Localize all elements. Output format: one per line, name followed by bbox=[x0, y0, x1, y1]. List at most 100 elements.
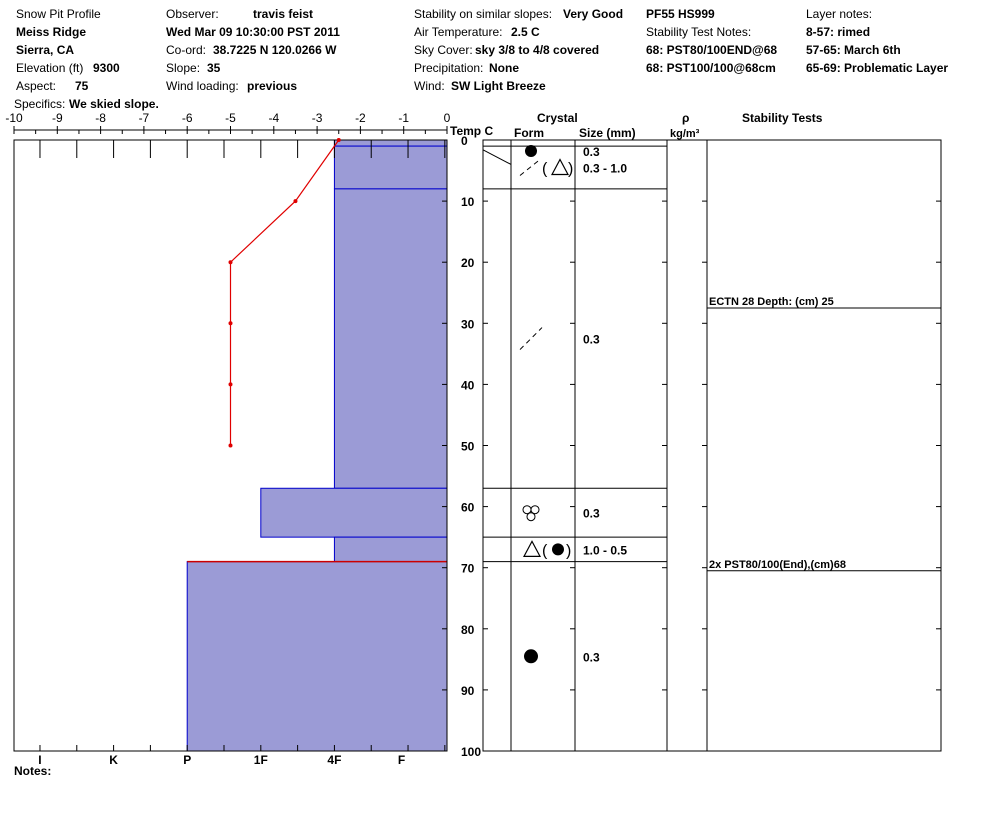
grain-size-label: 0.3 bbox=[583, 507, 600, 521]
round-grain-icon bbox=[552, 543, 564, 556]
depth-tick-label: 90 bbox=[461, 684, 475, 698]
precipitation-label: Precipitation: bbox=[414, 61, 484, 75]
precipitation-particle-icon bbox=[519, 159, 541, 176]
slope-value: 35 bbox=[207, 61, 221, 75]
temperature-point bbox=[228, 382, 233, 387]
air-temp-value: 2.5 C bbox=[511, 25, 540, 39]
form-column-header: Form bbox=[514, 126, 544, 140]
layer-note-range: 65-69: bbox=[806, 61, 841, 75]
aspect-value: 75 bbox=[75, 79, 89, 93]
facet-icon bbox=[523, 540, 541, 557]
temp-tick-label: -5 bbox=[225, 111, 236, 125]
column-frame bbox=[706, 139, 942, 752]
hardness-layer bbox=[260, 487, 448, 538]
temp-tick-label: -2 bbox=[355, 111, 366, 125]
depth-tick-label: 20 bbox=[461, 256, 475, 270]
layer-note: 8-57: rimed bbox=[806, 25, 870, 39]
observation-datetime: Wed Mar 09 10:30:00 PST 2011 bbox=[166, 25, 340, 39]
temperature-line bbox=[229, 139, 340, 446]
column-headers: Temp C Crystal Form Size (mm) ρ kg/m³ St… bbox=[450, 111, 823, 140]
precipitation-particle-icon bbox=[519, 327, 543, 350]
paren-glyph: ( bbox=[542, 542, 548, 559]
depth-tick-label: 60 bbox=[461, 501, 475, 515]
temp-tick-label: -9 bbox=[52, 111, 63, 125]
paren-glyph: ) bbox=[568, 160, 573, 177]
grain-size-label: 0.3 - 1.0 bbox=[583, 161, 627, 175]
temp-tick-label: 0 bbox=[444, 111, 451, 125]
stability-tests: ECTN 28 Depth: (cm) 25 2x PST80/100(End),… bbox=[707, 296, 941, 572]
grain-size-label: 0.3 bbox=[583, 333, 600, 347]
wind-value: SW Light Breeze bbox=[451, 79, 546, 93]
temperature-point bbox=[228, 321, 233, 326]
notes-label: Notes: bbox=[14, 764, 52, 778]
column-frame bbox=[666, 139, 708, 752]
paren-glyph: ( bbox=[542, 160, 548, 177]
stability-note-1: 68: PST80/100END@68 bbox=[646, 43, 778, 57]
stability-notes-label: Stability Test Notes: bbox=[646, 25, 752, 39]
stability-label: Stability on similar slopes: bbox=[414, 7, 553, 21]
temp-tick-label: -1 bbox=[398, 111, 409, 125]
temperature-profile bbox=[228, 138, 341, 448]
density-unit: kg/m³ bbox=[670, 128, 700, 140]
depth-tick-label: 10 bbox=[461, 195, 475, 209]
depth-tick-label: 100 bbox=[461, 745, 481, 759]
region: Sierra, CA bbox=[16, 43, 75, 57]
elevation-label: Elevation (ft) bbox=[16, 61, 84, 75]
round-grain-icon bbox=[524, 649, 538, 664]
observer-value: travis feist bbox=[253, 7, 314, 21]
depth-tick-label: 30 bbox=[461, 317, 475, 331]
depth-tick-label: 0 bbox=[461, 134, 468, 148]
temp-tick-label: -8 bbox=[95, 111, 106, 125]
hardness-label: F bbox=[398, 753, 405, 767]
layer-note-range: 57-65: bbox=[806, 43, 841, 57]
slope-label: Slope: bbox=[166, 61, 201, 75]
specifics-value: We skied slope. bbox=[69, 97, 159, 111]
hardness-layer bbox=[333, 188, 448, 489]
stability-tests-header: Stability Tests bbox=[742, 111, 823, 125]
sky-cover-label: Sky Cover: bbox=[414, 43, 473, 57]
temp-tick-label: -10 bbox=[5, 111, 23, 125]
grain-size-label: 0.3 bbox=[583, 145, 600, 159]
hardness-label: I bbox=[38, 753, 41, 767]
hardness-layer bbox=[333, 145, 448, 190]
coord-label: Co-ord: bbox=[166, 43, 207, 57]
axes: -10 -9 -8 -7 -6 -5 -4 -3 -2 -1 0I K P 1F 4F F0102030405… bbox=[5, 111, 941, 767]
paren-glyph: ) bbox=[566, 542, 571, 559]
grain-size-label: 0.3 bbox=[583, 650, 600, 664]
temperature-point bbox=[228, 260, 233, 265]
crystal-column-header: Crystal bbox=[537, 111, 578, 125]
graupel-icon bbox=[526, 512, 536, 522]
depth-tick-label: 70 bbox=[461, 562, 475, 576]
layer-note-text: rimed bbox=[837, 25, 871, 39]
layer-connector bbox=[482, 149, 512, 165]
graupel-icon bbox=[530, 505, 540, 515]
layer-note-text: March 6th bbox=[844, 43, 901, 57]
temp-column-header: Temp C bbox=[450, 124, 493, 138]
grain-size-label: 1.0 - 0.5 bbox=[583, 543, 627, 557]
wind-loading-label: Wind loading: bbox=[166, 79, 239, 93]
depth-tick-label: 80 bbox=[461, 623, 475, 637]
coord-value: 38.7225 N 120.0266 W bbox=[213, 43, 337, 57]
elevation-value: 9300 bbox=[93, 61, 120, 75]
temp-tick-label: -3 bbox=[312, 111, 323, 125]
temperature-point bbox=[293, 199, 298, 204]
hardness-label: P bbox=[183, 753, 191, 767]
temp-tick-label: -4 bbox=[268, 111, 279, 125]
stability-note-2: 68: PST100/100@68cm bbox=[646, 61, 776, 75]
sky-cover-value: sky 3/8 to 4/8 covered bbox=[475, 43, 600, 57]
stability-value: Very Good bbox=[563, 7, 624, 21]
temperature-point bbox=[228, 443, 233, 448]
hardness-layer bbox=[186, 561, 448, 752]
wind-label: Wind: bbox=[414, 79, 445, 93]
layer-notes-label: Layer notes: bbox=[806, 7, 873, 21]
location: Meiss Ridge bbox=[16, 25, 87, 39]
pit-id: PF55 HS999 bbox=[646, 7, 715, 21]
temperature-point bbox=[336, 138, 341, 142]
aspect-label: Aspect: bbox=[16, 79, 57, 93]
layer-note: 65-69: Problematic Layer bbox=[806, 61, 948, 75]
layer-note-text: Problematic Layer bbox=[844, 61, 949, 75]
temp-tick-label: -7 bbox=[139, 111, 150, 125]
column-frame bbox=[510, 139, 576, 752]
facet-icon bbox=[551, 158, 569, 176]
